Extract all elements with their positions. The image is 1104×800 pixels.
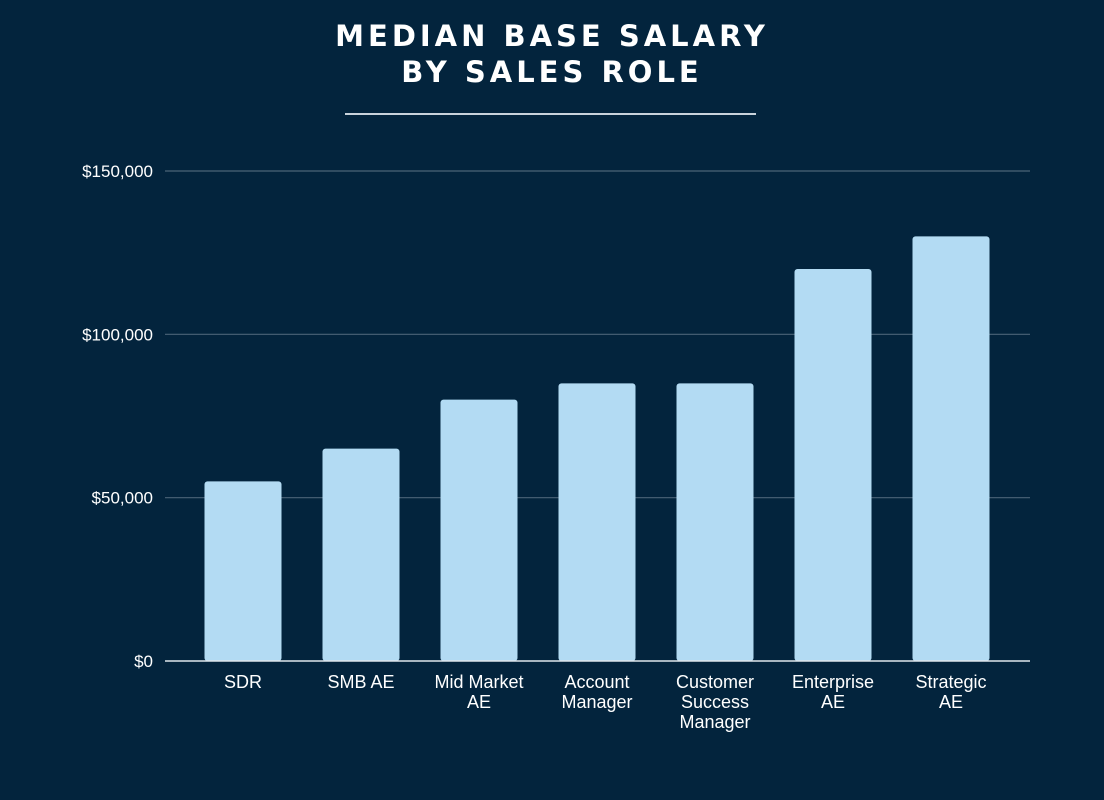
bar: [204, 481, 282, 661]
bar: [558, 383, 636, 661]
y-tick-label: $150,000: [82, 162, 153, 181]
chart-title-line-2: BY SALES ROLE: [401, 55, 703, 89]
x-tick-label: Customer: [676, 672, 754, 692]
x-tick-label: Manager: [679, 712, 750, 732]
chart-title-line-1: MEDIAN BASE SALARY: [335, 19, 769, 53]
x-tick-label: AE: [467, 692, 491, 712]
x-tick-label: Mid Market: [434, 672, 523, 692]
x-tick-label: Enterprise: [792, 672, 874, 692]
bar: [912, 236, 990, 662]
x-tick-label: AE: [821, 692, 845, 712]
x-tick-label: Success: [681, 692, 749, 712]
bar: [676, 383, 754, 661]
bar: [322, 448, 400, 661]
bar: [794, 269, 872, 661]
x-tick-label: Manager: [561, 692, 632, 712]
x-tick-label: Strategic: [915, 672, 986, 692]
x-tick-label: AE: [939, 692, 963, 712]
y-tick-label: $0: [134, 652, 153, 671]
x-tick-label: SDR: [224, 672, 262, 692]
bar: [440, 399, 518, 661]
y-tick-label: $50,000: [92, 489, 153, 508]
title-divider: [345, 113, 756, 115]
x-tick-label: SMB AE: [327, 672, 394, 692]
y-tick-label: $100,000: [82, 325, 153, 344]
chart-title: MEDIAN BASE SALARY BY SALES ROLE: [0, 18, 1104, 90]
x-tick-label: Account: [564, 672, 629, 692]
